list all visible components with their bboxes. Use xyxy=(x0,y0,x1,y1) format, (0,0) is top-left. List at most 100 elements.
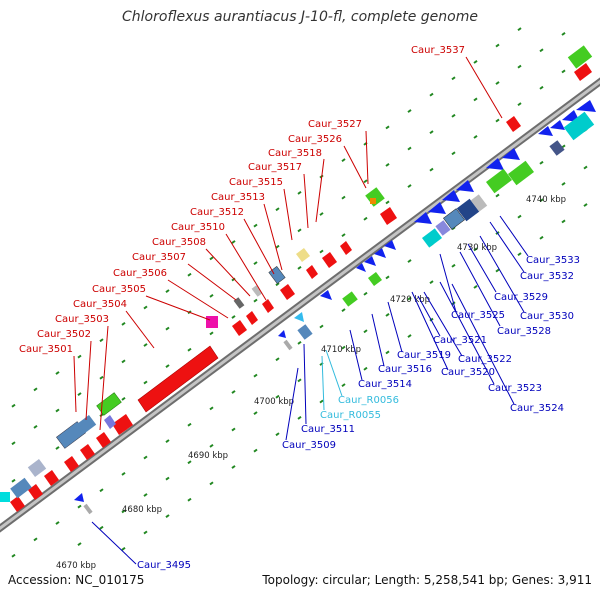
gene-label[interactable]: Caur_3502 xyxy=(37,329,91,340)
scale-tick xyxy=(121,359,126,364)
gene-arrow[interactable] xyxy=(576,100,596,112)
gene-block[interactable] xyxy=(251,285,263,297)
gene-block[interactable] xyxy=(0,492,10,502)
gene-label[interactable]: Caur_3522 xyxy=(458,354,512,365)
gene-label[interactable]: Caur_3537 xyxy=(411,45,465,56)
gene-arrow[interactable] xyxy=(64,456,79,472)
gene-arrow[interactable] xyxy=(356,263,366,272)
gene-block[interactable] xyxy=(233,297,245,309)
gene-block[interactable] xyxy=(10,477,32,499)
gene-arrow[interactable] xyxy=(137,345,219,413)
gene-arrow[interactable] xyxy=(384,240,396,250)
gene-block[interactable] xyxy=(283,339,293,351)
gene-label[interactable]: Caur_3516 xyxy=(378,364,432,375)
gene-label[interactable]: Caur_3526 xyxy=(288,134,342,145)
gene-label[interactable]: Caur_3506 xyxy=(113,268,167,279)
gene-arrow[interactable] xyxy=(96,432,111,448)
gene-arrow[interactable] xyxy=(320,290,332,300)
gene-arrow[interactable] xyxy=(428,202,446,214)
gene-block[interactable] xyxy=(508,160,534,186)
gene-label[interactable]: Caur_3521 xyxy=(433,335,487,346)
gene-label[interactable]: Caur_3527 xyxy=(308,119,362,130)
gene-arrow[interactable] xyxy=(80,444,95,460)
gene-block[interactable] xyxy=(422,228,442,248)
gene-label[interactable]: Caur_3513 xyxy=(211,192,265,203)
gene-arrow[interactable] xyxy=(74,493,84,502)
gene-block[interactable] xyxy=(342,291,358,307)
gene-block[interactable] xyxy=(297,324,313,340)
gene-arrow[interactable] xyxy=(442,190,460,202)
gene-block[interactable] xyxy=(77,414,97,434)
gene-arrow[interactable] xyxy=(414,212,432,224)
gene-label[interactable]: Caur_3511 xyxy=(301,424,355,435)
gene-label[interactable]: Caur_3518 xyxy=(268,148,322,159)
gene-arrow[interactable] xyxy=(28,484,43,500)
gene-label[interactable]: Caur_3528 xyxy=(497,326,551,337)
gene-arrow[interactable] xyxy=(322,252,337,268)
gene-block[interactable] xyxy=(567,45,593,69)
gene-arrow[interactable] xyxy=(44,470,59,486)
gene-label[interactable]: Caur_3512 xyxy=(190,207,244,218)
gene-block[interactable] xyxy=(83,503,93,515)
gene-label[interactable]: Caur_3507 xyxy=(132,252,186,263)
gene-label[interactable]: Caur_3508 xyxy=(152,237,206,248)
gene-label[interactable]: Caur_3532 xyxy=(520,271,574,282)
gene-label[interactable]: Caur_3529 xyxy=(494,292,548,303)
gene-arrow[interactable] xyxy=(10,496,25,512)
gene-label[interactable]: Caur_3503 xyxy=(55,314,109,325)
gene-block[interactable] xyxy=(486,168,512,194)
gene-block[interactable] xyxy=(367,271,383,287)
gene-arrow[interactable] xyxy=(502,148,520,160)
gene-block[interactable] xyxy=(549,140,565,156)
gene-arrow[interactable] xyxy=(278,330,286,338)
gene-label[interactable]: Caur_3519 xyxy=(397,350,451,361)
gene-arrow[interactable] xyxy=(232,320,247,336)
gene-label[interactable]: Caur_3533 xyxy=(526,255,580,266)
gene-label[interactable]: Caur_3523 xyxy=(488,383,542,394)
leader-line xyxy=(417,295,441,337)
gene-block[interactable] xyxy=(27,458,47,478)
gene-arrow[interactable] xyxy=(112,414,133,435)
gene-block[interactable] xyxy=(470,194,488,212)
gene-block[interactable] xyxy=(370,198,376,204)
gene-block[interactable] xyxy=(456,198,480,222)
gene-block[interactable] xyxy=(443,208,465,230)
gene-label[interactable]: Caur_3505 xyxy=(92,284,146,295)
gene-arrow[interactable] xyxy=(294,312,304,322)
gene-arrow[interactable] xyxy=(306,265,318,279)
gene-arrow[interactable] xyxy=(550,120,565,130)
gene-label[interactable]: Caur_3515 xyxy=(229,177,283,188)
gene-arrow[interactable] xyxy=(340,241,352,255)
gene-arrow[interactable] xyxy=(538,126,553,136)
gene-arrow[interactable] xyxy=(262,299,274,313)
gene-label[interactable]: Caur_3501 xyxy=(19,344,73,355)
gene-arrow[interactable] xyxy=(456,180,474,192)
gene-label[interactable]: Caur_3524 xyxy=(510,403,564,414)
gene-label[interactable]: Caur_3510 xyxy=(171,222,225,233)
gene-label[interactable]: Caur_3514 xyxy=(358,379,412,390)
gene-arrow[interactable] xyxy=(380,207,397,225)
gene-label[interactable]: Caur_3517 xyxy=(248,162,302,173)
gene-arrow[interactable] xyxy=(246,311,258,325)
gene-arrow[interactable] xyxy=(374,248,386,258)
gene-arrow[interactable] xyxy=(104,415,116,429)
gene-label[interactable]: Caur_3530 xyxy=(520,311,574,322)
gene-block[interactable] xyxy=(206,316,218,328)
gene-label[interactable]: Caur_R0055 xyxy=(320,410,381,421)
gene-arrow[interactable] xyxy=(486,158,504,170)
gene-label[interactable]: Caur_3525 xyxy=(451,310,505,321)
gene-arrow[interactable] xyxy=(574,63,592,81)
gene-block[interactable] xyxy=(563,111,595,141)
gene-label[interactable]: Caur_3509 xyxy=(282,440,336,451)
gene-label[interactable]: Caur_3504 xyxy=(73,299,127,310)
gene-arrow[interactable] xyxy=(364,256,376,266)
gene-block[interactable] xyxy=(435,220,451,236)
gene-label[interactable]: Caur_R0056 xyxy=(338,395,399,406)
gene-block[interactable] xyxy=(268,266,286,284)
gene-arrow[interactable] xyxy=(506,116,521,132)
gene-block[interactable] xyxy=(96,392,122,416)
gene-label[interactable]: Caur_3495 xyxy=(137,560,191,571)
gene-label[interactable]: Caur_3520 xyxy=(441,367,495,378)
gene-block[interactable] xyxy=(295,247,311,263)
gene-arrow[interactable] xyxy=(280,284,295,300)
